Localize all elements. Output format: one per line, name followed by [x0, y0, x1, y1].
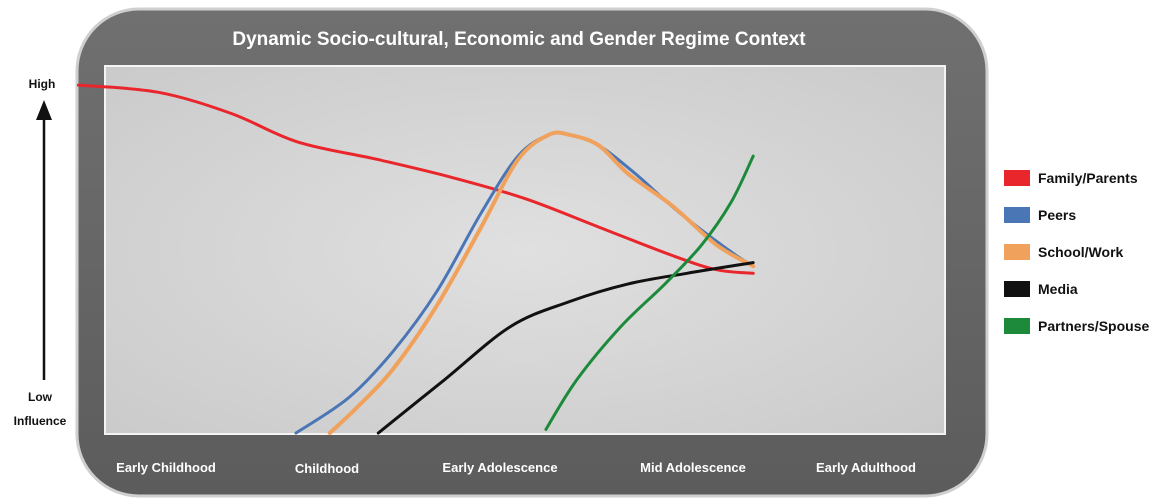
legend-swatch-partners-spouse — [1004, 318, 1030, 334]
legend-label-peers: Peers — [1038, 207, 1076, 223]
influence-axis: High Low Influence — [14, 77, 67, 428]
legend: Family/Parents Peers School/Work Media Partn… — [1004, 170, 1149, 334]
chart-title: Dynamic Socio-cultural, Economic and Gen… — [232, 29, 806, 50]
stage-labels: Early Childhood Childhood Early Adolesce… — [116, 460, 916, 476]
series-line-school-work — [327, 130, 756, 435]
y-axis-influence-label: Influence — [14, 414, 67, 428]
legend-swatch-family-parents — [1004, 170, 1030, 186]
stage-label-early-adolescence: Early Adolescence — [442, 460, 557, 475]
legend-label-family-parents: Family/Parents — [1038, 170, 1138, 186]
legend-label-media: Media — [1038, 281, 1078, 297]
arrow-head-icon — [36, 100, 52, 120]
legend-swatch-school-work — [1004, 244, 1030, 260]
stage-label-early-childhood: Early Childhood — [116, 460, 216, 475]
legend-label-school-work: School/Work — [1038, 244, 1124, 260]
stage-label-mid-adolescence: Mid Adolescence — [640, 460, 746, 475]
y-axis-low-label: Low — [28, 390, 53, 404]
stage-label-early-adulthood: Early Adulthood — [816, 460, 916, 475]
stage-label-childhood: Childhood — [295, 461, 359, 476]
legend-swatch-media — [1004, 281, 1030, 297]
series-line-partners-spouse — [544, 154, 755, 431]
series-line-family-parents — [76, 83, 755, 275]
series-line-media — [376, 261, 755, 435]
legend-label-partners-spouse: Partners/Spouse — [1038, 318, 1149, 334]
y-axis-high-label: High — [29, 77, 56, 91]
legend-swatch-peers — [1004, 207, 1030, 223]
series-layer — [76, 83, 756, 435]
plot-area — [104, 65, 946, 435]
